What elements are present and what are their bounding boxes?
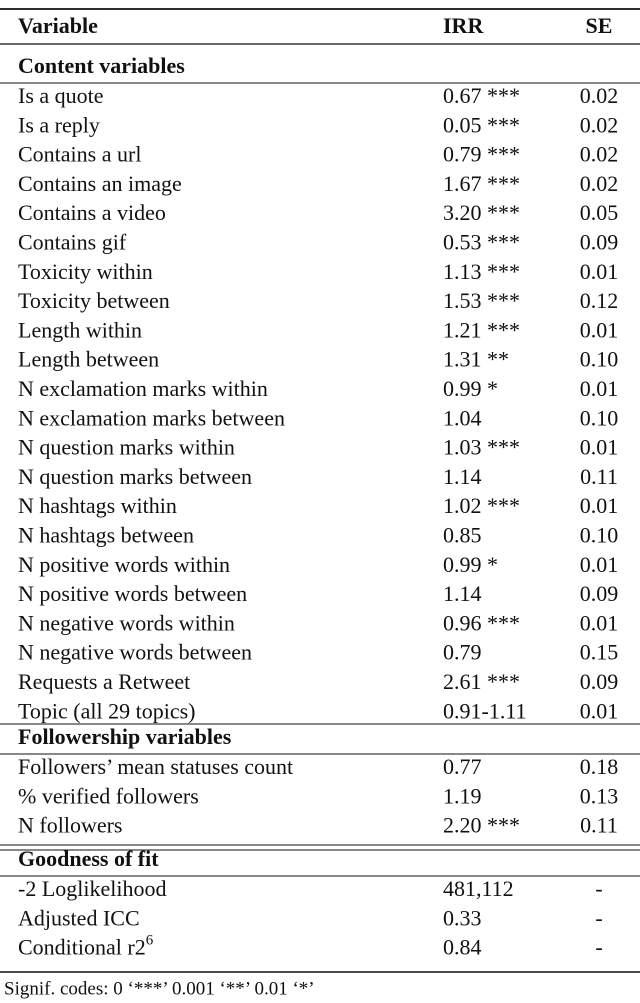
row-label: Toxicity between xyxy=(18,288,170,313)
cell: 0.05 xyxy=(580,200,619,225)
section-title: Content variables xyxy=(18,53,185,78)
row-label: % verified followers xyxy=(18,783,199,808)
row-label: Variable xyxy=(18,13,98,38)
cell: 0.18 xyxy=(580,754,619,779)
cell: 0.53 *** xyxy=(443,230,520,255)
cell: 0.13 xyxy=(580,783,619,808)
cell: 1.21 *** xyxy=(443,317,520,342)
cell: 0.02 xyxy=(580,83,619,108)
cell: 0.10 xyxy=(580,523,619,548)
cell: 0.01 xyxy=(580,698,619,723)
cell: 1.31 ** xyxy=(443,347,509,372)
row-label: Is a quote xyxy=(18,83,104,108)
cell: 0.11 xyxy=(580,464,618,489)
section-title: Goodness of fit xyxy=(18,846,159,871)
cell: 0.91-1.11 xyxy=(443,698,527,723)
row-label: Length within xyxy=(18,317,142,342)
cell: 1.13 *** xyxy=(443,259,520,284)
row-label: Contains a video xyxy=(18,200,166,225)
cell: 0.96 *** xyxy=(443,610,520,635)
row-label: Toxicity within xyxy=(18,259,153,284)
cell: 0.09 xyxy=(580,230,619,255)
cell: 2.20 *** xyxy=(443,813,520,838)
row-label: Conditional r26 xyxy=(18,933,154,960)
cell: 0.11 xyxy=(580,813,618,838)
row-label: Contains a url xyxy=(18,142,141,167)
row-label: N hashtags between xyxy=(18,523,194,548)
footnote: Signif. codes: 0 ‘***’ 0.001 ‘**’ 0.01 ‘… xyxy=(4,978,315,999)
cell: 0.77 xyxy=(443,754,482,779)
cell: 0.01 xyxy=(580,493,619,518)
cell: 0.10 xyxy=(580,405,619,430)
label-text: Conditional r2 xyxy=(18,935,146,960)
cell: 0.02 xyxy=(580,171,619,196)
cell: 0.79 *** xyxy=(443,142,520,167)
cell: 1.04 xyxy=(443,405,482,430)
cell: 0.33 xyxy=(443,905,482,930)
row-label: Adjusted ICC xyxy=(18,905,140,930)
row-label: Topic (all 29 topics) xyxy=(18,698,195,723)
cell: 0.99 * xyxy=(443,376,498,401)
row-label: N question marks within xyxy=(18,435,235,460)
row-label: Requests a Retweet xyxy=(18,669,190,694)
row-label: Length between xyxy=(18,347,159,372)
cell: 3.20 *** xyxy=(443,200,520,225)
cell: 0.09 xyxy=(580,581,619,606)
cell: 0.01 xyxy=(580,435,619,460)
row-label: Is a reply xyxy=(18,112,100,137)
cell: 1.02 *** xyxy=(443,493,520,518)
cell: - xyxy=(595,935,602,960)
row-label: N negative words between xyxy=(18,640,252,665)
cell: 0.12 xyxy=(580,288,619,313)
cell: 1.67 *** xyxy=(443,171,520,196)
cell: 0.05 *** xyxy=(443,112,520,137)
cell: 0.15 xyxy=(580,640,619,665)
row-label: Contains an image xyxy=(18,171,182,196)
cell: 1.03 *** xyxy=(443,435,520,460)
cell: 0.01 xyxy=(580,610,619,635)
row-label: N negative words within xyxy=(18,610,235,635)
cell: 0.85 xyxy=(443,523,482,548)
cell: 0.01 xyxy=(580,317,619,342)
row-label: -2 Loglikelihood xyxy=(18,876,166,901)
cell: 0.02 xyxy=(580,112,619,137)
row-label: N hashtags within xyxy=(18,493,177,518)
cell: 0.84 xyxy=(443,935,482,960)
cell: 0.79 xyxy=(443,640,482,665)
row-label: N exclamation marks within xyxy=(18,376,268,401)
cell: 1.14 xyxy=(443,581,482,606)
cell: 0.02 xyxy=(580,142,619,167)
cell: 1.53 *** xyxy=(443,288,520,313)
cell: 0.01 xyxy=(580,552,619,577)
cell: 1.19 xyxy=(443,783,482,808)
row-label: N positive words within xyxy=(18,552,230,577)
cell: 0.01 xyxy=(580,376,619,401)
cell: 0.67 *** xyxy=(443,83,520,108)
cell: - xyxy=(595,905,602,930)
cell: IRR xyxy=(443,13,484,38)
cell: 481,112 xyxy=(443,876,514,901)
cell: 0.01 xyxy=(580,259,619,284)
cell: 0.09 xyxy=(580,669,619,694)
row-label: N question marks between xyxy=(18,464,252,489)
section-title: Followership variables xyxy=(18,724,232,749)
cell: - xyxy=(595,876,602,901)
row-label: N exclamation marks between xyxy=(18,405,285,430)
row-label: Contains gif xyxy=(18,230,127,255)
cell: 2.61 *** xyxy=(443,669,520,694)
footnote-mark: 6 xyxy=(146,933,154,949)
row-label: Followers’ mean statuses count xyxy=(18,754,293,779)
cell: 0.99 * xyxy=(443,552,498,577)
cell: SE xyxy=(586,13,613,38)
row-label: N followers xyxy=(18,813,122,838)
cell: 0.10 xyxy=(580,347,619,372)
row-label: N positive words between xyxy=(18,581,247,606)
cell: 1.14 xyxy=(443,464,482,489)
